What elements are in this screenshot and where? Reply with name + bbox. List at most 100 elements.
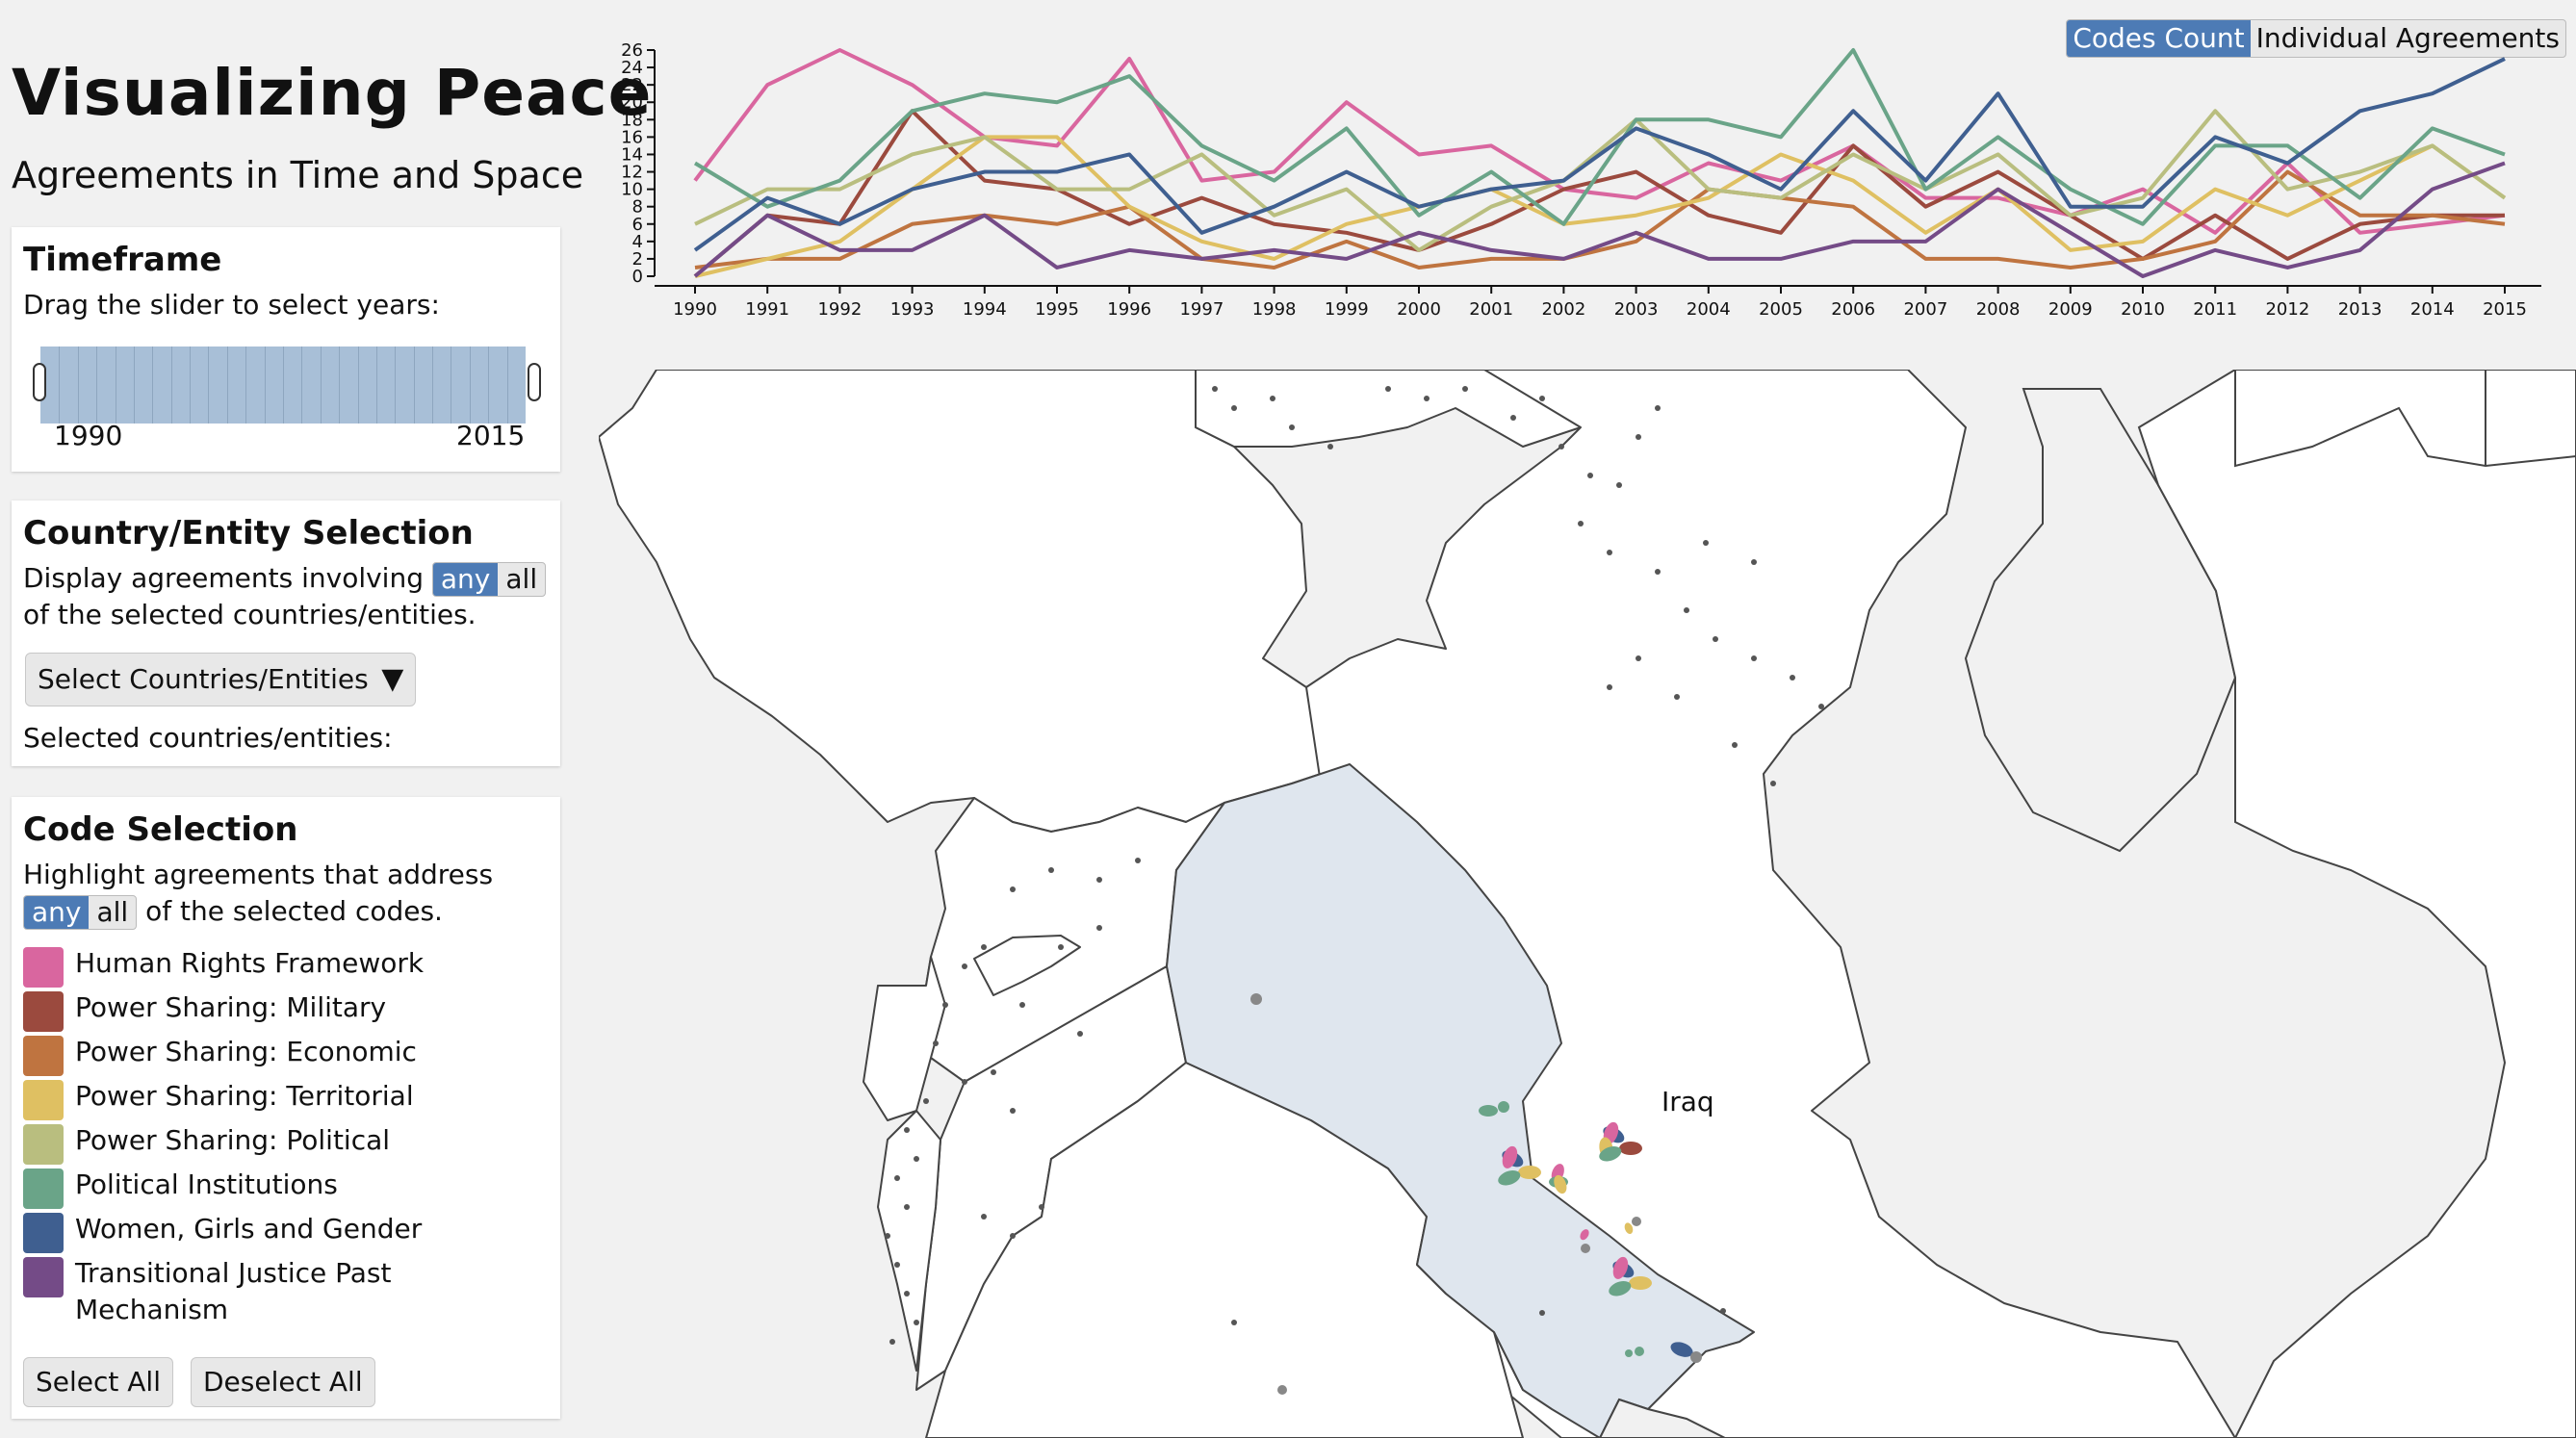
code-match-all[interactable]: all (96, 896, 129, 928)
code-item-transitional-justice[interactable]: Transitional Justice Past Mechanism (23, 1255, 441, 1328)
code-item-ps-political[interactable]: Power Sharing: Political (23, 1122, 390, 1165)
code-swatch[interactable] (23, 1080, 64, 1120)
x-tick-label: 1991 (745, 299, 789, 320)
country-selection-panel: Country/Entity Selection Display agreeme… (12, 501, 560, 766)
country-cyprus[interactable] (973, 935, 1081, 996)
x-tick-label: 2015 (2483, 299, 2527, 320)
code-label: Power Sharing: Territorial (75, 1080, 414, 1112)
code-swatch[interactable] (23, 1124, 64, 1165)
slider-year-bin (357, 347, 359, 424)
code-match-any[interactable]: any (24, 896, 90, 929)
code-label: Power Sharing: Military (75, 991, 387, 1023)
code-glyph[interactable] (1496, 1144, 1541, 1189)
code-label: Political Institutions (75, 1168, 338, 1200)
code-swatch[interactable] (23, 1257, 64, 1297)
map-canvas[interactable]: Iraq (599, 370, 2576, 1438)
view-mode-toggle: Codes Count Individual Agreements (2066, 19, 2566, 58)
slider-year-bin (469, 347, 471, 424)
y-tick-label: 24 (621, 58, 643, 78)
slider-handle-start[interactable] (33, 363, 46, 401)
x-tick-label: 2013 (2338, 299, 2383, 320)
code-item-women-girls-gender[interactable]: Women, Girls and Gender (23, 1211, 422, 1253)
code-glyph[interactable] (1579, 1227, 1591, 1253)
code-glyph[interactable] (1623, 1217, 1641, 1235)
x-tick-label: 1998 (1252, 299, 1297, 320)
code-match-suffix: of the selected codes. (145, 895, 443, 927)
code-swatch[interactable] (23, 1213, 64, 1253)
slider-year-bin (152, 347, 154, 424)
x-tick-label: 2012 (2265, 299, 2309, 320)
code-swatch[interactable] (23, 991, 64, 1032)
codes-count-button[interactable]: Codes Count (2067, 20, 2251, 57)
x-tick-label: 1996 (1107, 299, 1151, 320)
y-tick-label: 0 (632, 267, 643, 287)
persian-gulf (1598, 1398, 1726, 1438)
code-glyph[interactable] (1668, 1339, 1702, 1363)
agreement-marker[interactable] (1277, 1385, 1287, 1395)
slider-handle-end[interactable] (528, 363, 541, 401)
code-swatch[interactable] (23, 1168, 64, 1209)
y-tick-label: 18 (621, 110, 643, 130)
code-selection-panel: Code Selection Highlight agreements that… (12, 797, 560, 1419)
code-swatch[interactable] (23, 947, 64, 988)
code-glyph[interactable] (1720, 1308, 1726, 1314)
slider-end-label: 2015 (456, 420, 526, 451)
select-all-button[interactable]: Select All (23, 1357, 173, 1407)
x-tick-label: 2014 (2410, 299, 2455, 320)
code-label: Women, Girls and Gender (75, 1213, 423, 1245)
country-iraq[interactable] (1166, 763, 1755, 1438)
individual-agreements-button[interactable]: Individual Agreements (2255, 22, 2560, 54)
slider-year-bin (133, 347, 135, 424)
selected-countries-label: Selected countries/entities: (23, 722, 393, 754)
agreement-marker[interactable] (1250, 993, 1262, 1005)
caret-down-icon: ▼ (372, 662, 404, 696)
code-match-line: any all of the selected codes. (23, 893, 549, 930)
y-tick-label: 8 (632, 197, 643, 218)
code-glyph[interactable] (1607, 1255, 1652, 1299)
x-tick-label: 2010 (2121, 299, 2165, 320)
slider-year-bin (506, 347, 508, 424)
code-glyph[interactable] (1597, 1120, 1642, 1165)
code-item-ps-territorial[interactable]: Power Sharing: Territorial (23, 1078, 414, 1120)
code-item-human-rights[interactable]: Human Rights Framework (23, 945, 424, 988)
deselect-all-button[interactable]: Deselect All (191, 1357, 375, 1407)
code-swatch[interactable] (23, 1036, 64, 1076)
slider-year-bin (488, 347, 490, 424)
code-match-instruction: Highlight agreements that address (23, 859, 494, 890)
y-tick-label: 2 (632, 249, 643, 270)
agreements-map[interactable]: Iraq (599, 370, 2576, 1438)
country-israel[interactable] (877, 1110, 941, 1372)
x-tick-label: 1995 (1035, 299, 1079, 320)
country-match-prefix: Display agreements involving (23, 562, 424, 594)
country-match-all[interactable]: all (505, 563, 538, 595)
country-selection-title: Country/Entity Selection (23, 514, 474, 552)
y-tick-label: 22 (621, 75, 643, 95)
x-tick-label: 1993 (890, 299, 935, 320)
series-line (693, 48, 2506, 226)
country-match-any[interactable]: any (432, 563, 499, 596)
code-selection-title: Code Selection (23, 810, 298, 849)
series-line (694, 169, 2506, 270)
x-tick-label: 2003 (1614, 299, 1659, 320)
code-item-ps-economic[interactable]: Power Sharing: Economic (23, 1034, 417, 1076)
select-countries-dropdown[interactable]: Select Countries/Entities ▼ (25, 653, 417, 706)
x-tick-label: 2009 (2048, 299, 2093, 320)
slider-selected-range[interactable] (40, 347, 526, 424)
app-title: Visualizing Peace (12, 56, 653, 130)
slider-year-bin (339, 347, 341, 424)
country-central-asia[interactable] (2137, 370, 2576, 1438)
x-tick-label: 2007 (1903, 299, 1947, 320)
code-item-political-institutions[interactable]: Political Institutions (23, 1167, 338, 1209)
y-tick-label: 26 (621, 40, 643, 61)
x-tick-label: 1990 (673, 299, 717, 320)
country-lebanon[interactable] (863, 956, 946, 1121)
slider-year-bin (59, 347, 61, 424)
x-tick-label: 2005 (1759, 299, 1803, 320)
code-glyph[interactable] (1549, 1162, 1569, 1195)
code-item-ps-military[interactable]: Power Sharing: Military (23, 989, 386, 1032)
code-glyph[interactable] (1625, 1347, 1644, 1357)
year-slider[interactable] (27, 347, 547, 424)
code-glyph[interactable] (1479, 1101, 1509, 1117)
code-label: Transitional Justice Past Mechanism (75, 1257, 392, 1325)
